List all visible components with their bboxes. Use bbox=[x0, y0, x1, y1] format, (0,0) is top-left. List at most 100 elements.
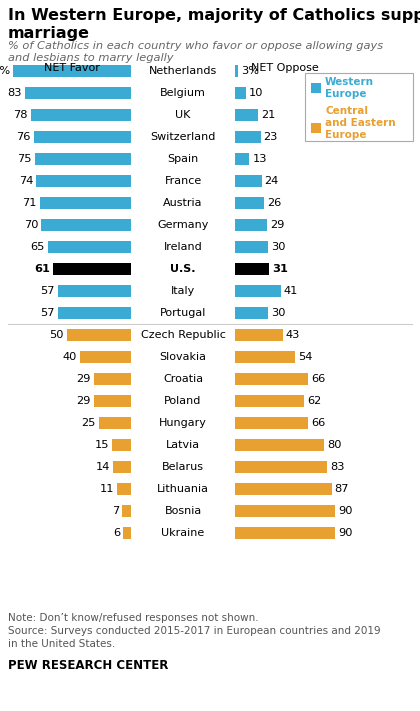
Text: 70: 70 bbox=[24, 220, 38, 230]
Text: 90: 90 bbox=[338, 506, 352, 516]
Text: 13: 13 bbox=[252, 154, 267, 164]
Text: Latvia: Latvia bbox=[166, 440, 200, 450]
Bar bbox=[94, 373, 131, 385]
Text: Slovakia: Slovakia bbox=[160, 352, 207, 362]
Text: 10: 10 bbox=[249, 88, 264, 98]
Bar bbox=[112, 439, 131, 451]
Text: 7: 7 bbox=[112, 506, 119, 516]
Text: Germany: Germany bbox=[158, 220, 209, 230]
Bar bbox=[35, 153, 131, 165]
Text: 6: 6 bbox=[113, 528, 120, 538]
Bar bbox=[47, 241, 131, 253]
Bar bbox=[113, 461, 131, 473]
Text: 14: 14 bbox=[96, 462, 110, 472]
Text: Hungary: Hungary bbox=[159, 418, 207, 428]
Text: 30: 30 bbox=[271, 242, 286, 252]
Text: 92%: 92% bbox=[0, 66, 10, 76]
Text: 71: 71 bbox=[22, 198, 37, 208]
Bar bbox=[31, 109, 131, 121]
Text: 61: 61 bbox=[34, 264, 50, 274]
Text: Czech Republic: Czech Republic bbox=[141, 330, 226, 340]
Text: 54: 54 bbox=[298, 352, 312, 362]
Bar bbox=[235, 527, 335, 539]
Text: Belgium: Belgium bbox=[160, 88, 206, 98]
Bar bbox=[122, 505, 131, 517]
Text: 25: 25 bbox=[81, 418, 96, 428]
Text: 29: 29 bbox=[76, 396, 91, 406]
Bar bbox=[311, 123, 321, 133]
Text: 31: 31 bbox=[273, 264, 288, 274]
Text: 83: 83 bbox=[7, 88, 21, 98]
Text: Austria: Austria bbox=[163, 198, 203, 208]
Text: Poland: Poland bbox=[164, 396, 202, 406]
Text: 80: 80 bbox=[327, 440, 341, 450]
Text: 43: 43 bbox=[286, 330, 300, 340]
Bar bbox=[13, 65, 131, 77]
Bar bbox=[34, 131, 131, 143]
Text: 66: 66 bbox=[311, 374, 326, 384]
Text: 90: 90 bbox=[338, 528, 352, 538]
Bar bbox=[235, 175, 262, 187]
Text: 66: 66 bbox=[311, 418, 326, 428]
Text: Portugal: Portugal bbox=[160, 308, 206, 318]
Bar bbox=[235, 87, 246, 99]
Bar bbox=[235, 307, 268, 319]
Bar bbox=[235, 395, 304, 407]
Bar bbox=[80, 351, 131, 363]
Text: In Western Europe, majority of Catholics support gay
marriage: In Western Europe, majority of Catholics… bbox=[8, 8, 420, 41]
Text: % of Catholics in each country who favor or oppose allowing gays
and lesbians to: % of Catholics in each country who favor… bbox=[8, 41, 383, 63]
Text: Note: Don’t know/refused responses not shown.
Source: Surveys conducted 2015-201: Note: Don’t know/refused responses not s… bbox=[8, 613, 381, 649]
Text: 15: 15 bbox=[94, 440, 109, 450]
Bar bbox=[235, 439, 324, 451]
Bar bbox=[53, 263, 131, 275]
Bar bbox=[67, 329, 131, 341]
Bar bbox=[41, 219, 131, 231]
Text: 24: 24 bbox=[265, 176, 279, 186]
Text: 3%: 3% bbox=[241, 66, 259, 76]
Text: France: France bbox=[164, 176, 202, 186]
Text: Spain: Spain bbox=[168, 154, 199, 164]
Text: Ukraine: Ukraine bbox=[161, 528, 205, 538]
Text: Belarus: Belarus bbox=[162, 462, 204, 472]
Text: Switzerland: Switzerland bbox=[150, 132, 216, 142]
Text: 29: 29 bbox=[270, 220, 285, 230]
Text: 40: 40 bbox=[62, 352, 77, 362]
Text: 78: 78 bbox=[13, 110, 28, 120]
Text: 57: 57 bbox=[40, 286, 55, 296]
Bar bbox=[235, 483, 332, 495]
Bar bbox=[99, 417, 131, 429]
Bar bbox=[235, 329, 283, 341]
Bar bbox=[305, 73, 413, 141]
Bar bbox=[117, 483, 131, 495]
Bar bbox=[235, 263, 270, 275]
Bar bbox=[235, 131, 260, 143]
Text: 50: 50 bbox=[50, 330, 64, 340]
Text: Ireland: Ireland bbox=[164, 242, 202, 252]
Text: Netherlands: Netherlands bbox=[149, 66, 217, 76]
Text: 11: 11 bbox=[100, 484, 114, 494]
Text: Bosnia: Bosnia bbox=[164, 506, 202, 516]
Bar bbox=[235, 109, 258, 121]
Text: Central
and Eastern
Europe: Central and Eastern Europe bbox=[325, 107, 396, 139]
Bar bbox=[311, 83, 321, 93]
Bar bbox=[58, 285, 131, 297]
Text: 74: 74 bbox=[19, 176, 33, 186]
Text: 75: 75 bbox=[17, 154, 32, 164]
Bar bbox=[24, 87, 131, 99]
Text: 62: 62 bbox=[307, 396, 321, 406]
Text: U.S.: U.S. bbox=[170, 264, 196, 274]
Text: Lithuania: Lithuania bbox=[157, 484, 209, 494]
Bar bbox=[235, 285, 281, 297]
Bar bbox=[235, 241, 268, 253]
Text: 83: 83 bbox=[330, 462, 345, 472]
Bar bbox=[235, 197, 264, 209]
Bar bbox=[235, 373, 308, 385]
Text: 76: 76 bbox=[16, 132, 31, 142]
Text: 65: 65 bbox=[30, 242, 45, 252]
Bar bbox=[58, 307, 131, 319]
Bar bbox=[235, 219, 267, 231]
Text: Croatia: Croatia bbox=[163, 374, 203, 384]
Text: Western
Europe: Western Europe bbox=[325, 77, 374, 99]
Text: 26: 26 bbox=[267, 198, 281, 208]
Text: 21: 21 bbox=[261, 110, 276, 120]
